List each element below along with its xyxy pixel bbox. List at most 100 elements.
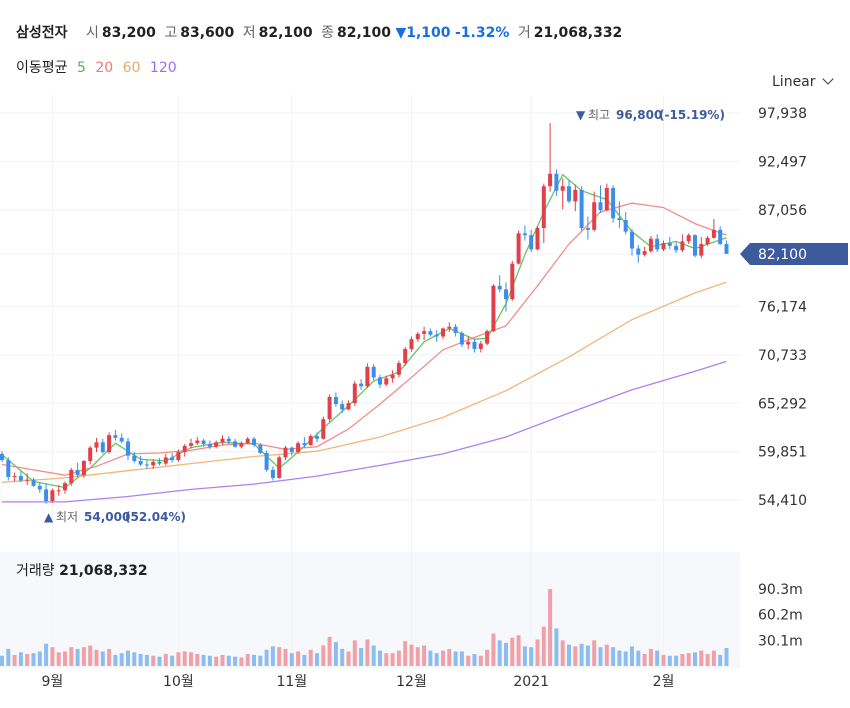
candle-body [81, 460, 86, 476]
candle-body [693, 235, 697, 256]
candle-body [497, 285, 502, 290]
high-annotation: ▼ 최고 96,800 (-15.19%) [576, 108, 725, 122]
volume-bar [491, 633, 496, 666]
candle-body [321, 419, 326, 439]
volume-bar [390, 653, 395, 666]
candle-body [680, 241, 685, 251]
candle-body [617, 218, 622, 221]
candle-body [510, 263, 515, 300]
high-marker: ▼ [576, 108, 586, 122]
stock-name: 삼성전자 [16, 25, 68, 41]
volume-bar [441, 650, 445, 666]
price-tick-label: 92,497 [758, 154, 807, 170]
candle-body [567, 186, 571, 202]
moving-average-legend: 이동평균 5 20 60 120 [16, 57, 182, 77]
volume-bar [37, 651, 42, 666]
ma-legend-120[interactable]: 120 [149, 60, 177, 76]
candle-body [648, 238, 653, 252]
candle-body [409, 339, 414, 349]
volume-bar [371, 645, 376, 666]
close-value: 82,100 [337, 25, 392, 41]
volume-bar [585, 645, 590, 666]
candle-body [220, 438, 225, 443]
candle-body [396, 363, 401, 375]
candle-body [630, 231, 634, 249]
candle-body [113, 435, 118, 438]
volume-bar [529, 647, 534, 666]
candle-body [144, 464, 149, 466]
candle-body [189, 443, 193, 446]
volume-bar [220, 654, 225, 666]
volume-tick-label: 90.3m [758, 582, 803, 598]
candle-body [390, 374, 395, 379]
candle-body [459, 332, 464, 345]
candle-body [138, 460, 143, 465]
ma-legend-60[interactable]: 60 [122, 60, 141, 76]
volume-bar [447, 648, 452, 666]
candle-body [270, 469, 275, 478]
volume-bar [428, 650, 433, 666]
price-tick-label: 76,174 [758, 300, 807, 316]
volume-bar [0, 655, 4, 666]
volume-bar [724, 648, 729, 666]
candle-body [69, 469, 74, 484]
ma-legend-5[interactable]: 5 [76, 60, 86, 76]
candle-body [711, 229, 716, 238]
ma-legend-20[interactable]: 20 [95, 60, 114, 76]
last-price-value: 82,100 [758, 247, 807, 263]
candle-body [245, 438, 250, 444]
volume-bar [50, 647, 55, 666]
candle-body [384, 378, 389, 385]
candle-body [277, 457, 282, 478]
volume-bar [617, 650, 622, 666]
candle-body [6, 460, 11, 477]
candle-body [359, 383, 364, 387]
candle-body [63, 483, 67, 491]
candle-body [491, 285, 496, 332]
candle-body [296, 443, 301, 453]
volume-bar [548, 589, 553, 666]
volume-bar [233, 656, 238, 666]
volume-bar [75, 648, 80, 666]
low-annotation: ▲ 최저 54,000 (52.04%) [44, 510, 186, 524]
volume-bar [346, 651, 351, 666]
volume-bar [113, 654, 118, 666]
volume-bar [485, 649, 490, 666]
candle-body [636, 248, 641, 255]
low-marker: ▲ [44, 510, 54, 524]
candle-body [453, 326, 458, 333]
volume-bar [283, 648, 288, 666]
low-label: 저 [242, 25, 256, 41]
candle-body [88, 447, 93, 461]
candle-body [686, 235, 691, 242]
volume-bar [12, 654, 17, 666]
scale-selector[interactable]: Linear [772, 73, 834, 90]
moving-average-ma60 [1, 281, 727, 483]
candle-body [126, 441, 130, 456]
candle-body [371, 366, 376, 378]
candle-body [592, 202, 597, 230]
candle-body [548, 173, 553, 187]
volume-bar [151, 655, 156, 666]
time-tick-label: 2021 [513, 674, 549, 690]
volume-bar [296, 651, 301, 666]
volume-bar [56, 652, 61, 666]
volume-bar [642, 654, 647, 666]
volume-bar [207, 655, 212, 666]
volume-bar [359, 648, 364, 666]
volume-bar [18, 652, 23, 666]
high-value: 96,800 [616, 108, 662, 122]
volume-bar [100, 651, 105, 666]
volume-bar [6, 648, 11, 666]
candle-body [100, 442, 105, 453]
volume-bar [226, 655, 231, 666]
candle-body [434, 334, 439, 337]
moving-average-lines [1, 173, 727, 503]
candle-body [258, 444, 263, 453]
candle-body [522, 233, 527, 236]
volume-bar [321, 645, 326, 666]
volume-bar [170, 655, 175, 666]
candle-body [560, 186, 565, 191]
volume-bar [25, 654, 30, 666]
